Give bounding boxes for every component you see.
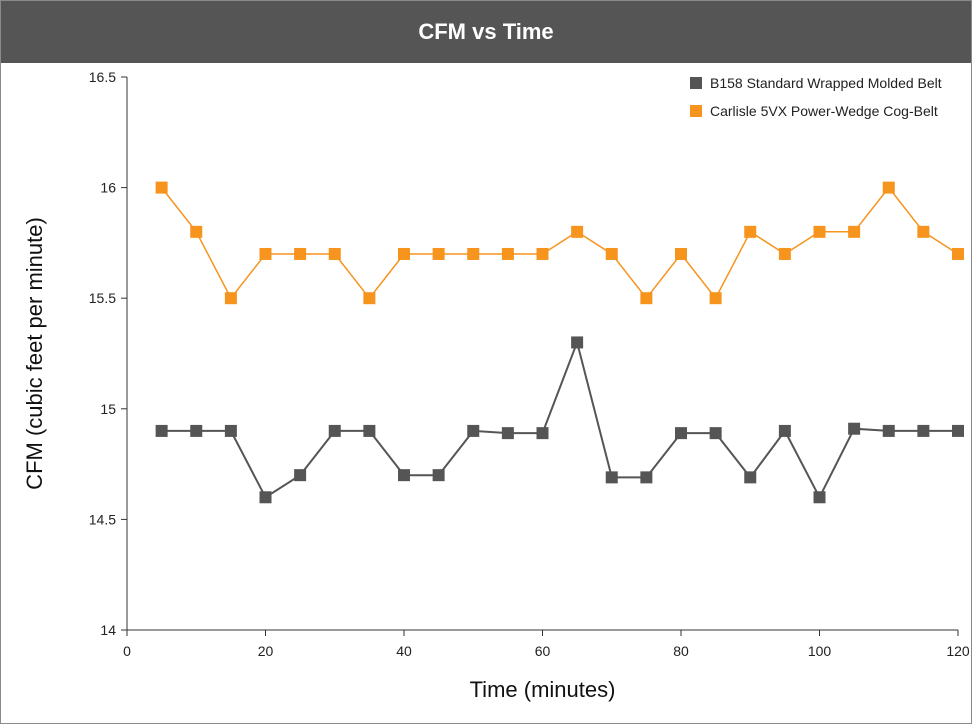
legend-label: B158 Standard Wrapped Molded Belt (710, 75, 942, 91)
data-point (813, 491, 826, 504)
data-point (224, 292, 237, 305)
x-tick-label: 20 (258, 643, 274, 659)
data-point (744, 225, 757, 238)
data-point (709, 292, 722, 305)
data-point (848, 422, 861, 435)
data-point (294, 469, 307, 482)
axes: 14 14.5 15 15.5 16 16.5 0 20 40 60 80 100 120 (89, 69, 970, 659)
data-point (467, 247, 480, 260)
x-tick-label: 0 (123, 643, 131, 659)
y-axis-label: CFM (cubic feet per minute) (22, 217, 47, 490)
data-point (848, 225, 861, 238)
data-point (467, 424, 480, 437)
data-point (432, 469, 445, 482)
chart-title: CFM vs Time (418, 19, 554, 44)
data-point (224, 424, 237, 437)
y-tick-label: 14 (100, 622, 116, 638)
data-point (917, 424, 930, 437)
x-tick-label: 80 (673, 643, 689, 659)
series-line (161, 339, 958, 500)
data-point (363, 292, 376, 305)
data-point (328, 247, 341, 260)
data-point (259, 491, 272, 504)
x-tick-label: 60 (535, 643, 551, 659)
data-point (605, 471, 618, 484)
y-tick-label: 15.5 (89, 290, 116, 306)
data-point (605, 247, 618, 260)
data-point (640, 471, 653, 484)
data-point (813, 225, 826, 238)
data-point (882, 424, 895, 437)
data-point (536, 247, 549, 260)
data-point (675, 427, 687, 440)
x-tick-label: 40 (396, 643, 412, 659)
data-point (328, 424, 341, 437)
data-point (675, 247, 687, 260)
data-point (571, 225, 584, 238)
series-2 (155, 181, 964, 305)
data-point (294, 247, 307, 260)
data-point (259, 247, 272, 260)
data-point (398, 247, 410, 260)
y-tick-label: 16 (100, 180, 116, 196)
data-point (155, 181, 168, 194)
y-tick-label: 16.5 (89, 69, 116, 85)
x-tick-label: 120 (946, 643, 970, 659)
data-point (363, 424, 376, 437)
data-point (882, 181, 895, 194)
series-1 (155, 336, 964, 504)
data-point (952, 247, 964, 260)
data-point (398, 469, 410, 482)
data-point (709, 427, 722, 440)
data-point (190, 225, 203, 238)
data-point (778, 424, 791, 437)
y-tick-label: 15 (100, 401, 116, 417)
series-layer (155, 181, 964, 504)
data-point (744, 471, 757, 484)
data-point (571, 336, 584, 349)
data-point (778, 247, 791, 260)
legend-marker (690, 77, 702, 89)
data-point (917, 225, 930, 238)
data-point (501, 247, 514, 260)
legend-marker (690, 105, 702, 117)
data-point (190, 424, 203, 437)
title-bar (1, 1, 971, 63)
x-axis-label: Time (minutes) (470, 677, 616, 702)
data-point (952, 424, 964, 437)
x-tick-label: 100 (808, 643, 832, 659)
y-tick-label: 14.5 (89, 511, 116, 527)
data-point (155, 424, 168, 437)
data-point (501, 427, 514, 440)
legend: B158 Standard Wrapped Molded Belt Carlisl… (690, 75, 942, 119)
data-point (640, 292, 653, 305)
data-point (536, 427, 549, 440)
data-point (432, 247, 445, 260)
legend-label: Carlisle 5VX Power-Wedge Cog-Belt (710, 103, 938, 119)
series-line (161, 186, 959, 300)
